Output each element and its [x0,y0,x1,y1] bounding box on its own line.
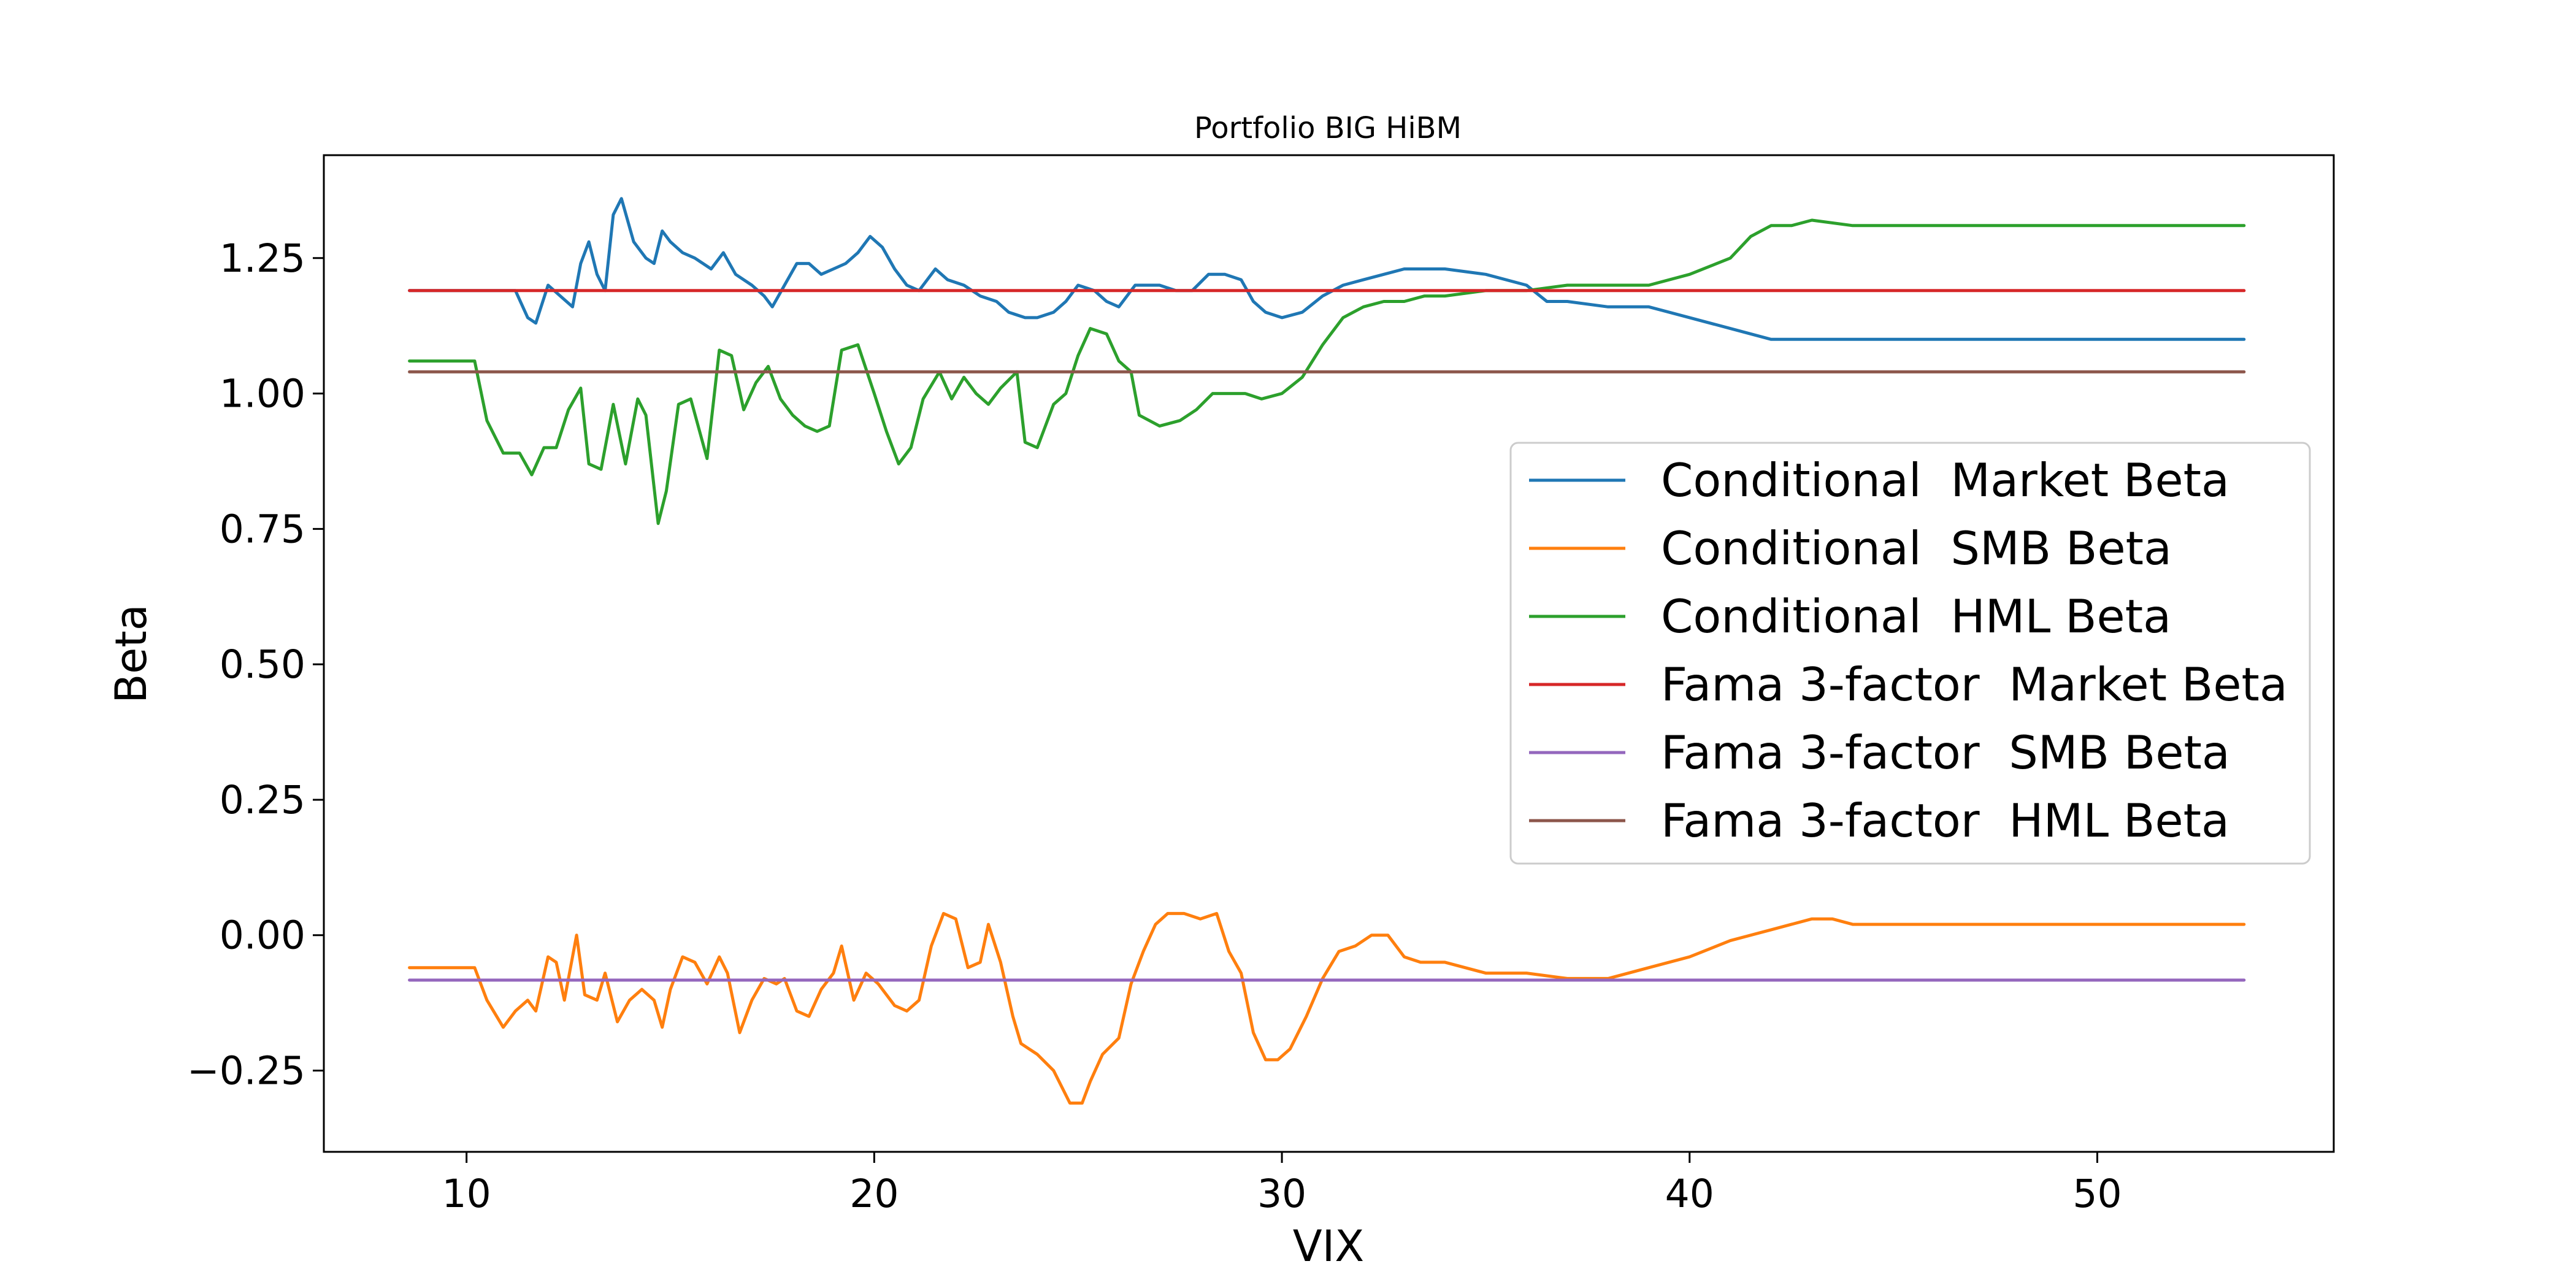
legend: Conditional Market Beta Conditional SMB B… [1509,442,2311,865]
y-tick-label: 1.00 [220,372,305,416]
y-tick-label: 0.75 [220,507,305,551]
y-tick-label: 0.00 [220,913,305,958]
legend-label: Fama 3-factor SMB Beta [1661,726,2230,780]
y-tick-label: 1.25 [220,236,305,281]
y-axis-label: Beta [106,604,156,703]
chart-title: Portfolio BIG HiBM [1194,111,1462,145]
y-tick-label: −0.25 [187,1049,305,1094]
legend-label: Fama 3-factor Market Beta [1661,657,2288,711]
legend-label: Conditional Market Beta [1661,453,2229,507]
series-line-1 [408,197,2246,341]
x-axis: 10 20 30 40 50 [442,1152,2122,1216]
y-axis: −0.25 0.00 0.25 0.50 0.75 1.00 1.25 [187,236,324,1094]
plot-frame [323,154,2335,1153]
legend-label: Fama 3-factor HML Beta [1661,794,2229,848]
x-axis-label: VIX [1293,1221,1364,1271]
series-line-3 [408,218,2246,525]
x-tick-label: 20 [849,1171,899,1216]
x-tick-label: 40 [1665,1171,1714,1216]
legend-label: Conditional SMB Beta [1661,521,2172,575]
y-tick-label: 0.25 [220,778,305,822]
x-tick-label: 50 [2072,1171,2122,1216]
series-line-2 [408,911,2246,1105]
y-tick-label: 0.50 [220,642,305,687]
x-tick-label: 30 [1257,1171,1306,1216]
legend-box [1509,442,2311,865]
legend-label: Conditional HML Beta [1661,589,2171,643]
x-tick-label: 10 [442,1171,491,1216]
series-layer [408,197,2246,1105]
